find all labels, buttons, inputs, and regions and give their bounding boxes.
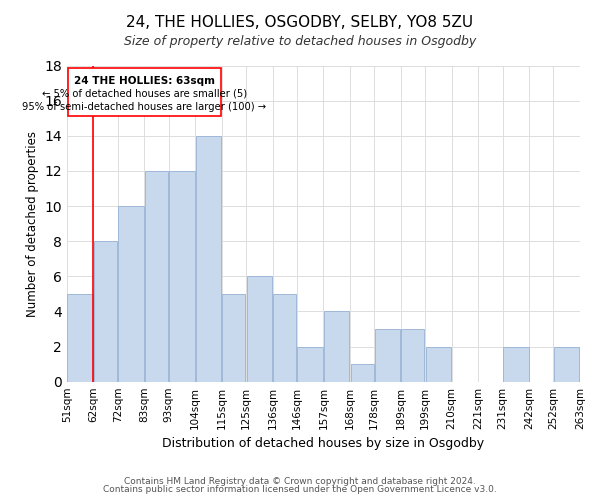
Bar [247,276,272,382]
FancyBboxPatch shape [68,68,221,116]
Text: Contains public sector information licensed under the Open Government Licence v3: Contains public sector information licen… [103,485,497,494]
Bar [196,136,221,382]
Bar [94,241,117,382]
Y-axis label: Number of detached properties: Number of detached properties [26,130,39,316]
Bar [375,329,400,382]
Bar [169,171,194,382]
Bar [425,346,451,382]
Bar [503,346,529,382]
Bar [273,294,296,382]
Bar [350,364,374,382]
Text: Contains HM Land Registry data © Crown copyright and database right 2024.: Contains HM Land Registry data © Crown c… [124,477,476,486]
Bar [554,346,580,382]
Bar [223,294,245,382]
Bar [145,171,168,382]
Bar [118,206,144,382]
Text: 24, THE HOLLIES, OSGODBY, SELBY, YO8 5ZU: 24, THE HOLLIES, OSGODBY, SELBY, YO8 5ZU [127,15,473,30]
Bar [67,294,93,382]
Text: ← 5% of detached houses are smaller (5): ← 5% of detached houses are smaller (5) [42,88,247,99]
Bar [298,346,323,382]
X-axis label: Distribution of detached houses by size in Osgodby: Distribution of detached houses by size … [163,437,484,450]
Text: 24 THE HOLLIES: 63sqm: 24 THE HOLLIES: 63sqm [74,76,215,86]
Bar [324,312,349,382]
Bar [401,329,424,382]
Text: 95% of semi-detached houses are larger (100) →: 95% of semi-detached houses are larger (… [22,102,266,112]
Text: Size of property relative to detached houses in Osgodby: Size of property relative to detached ho… [124,35,476,48]
